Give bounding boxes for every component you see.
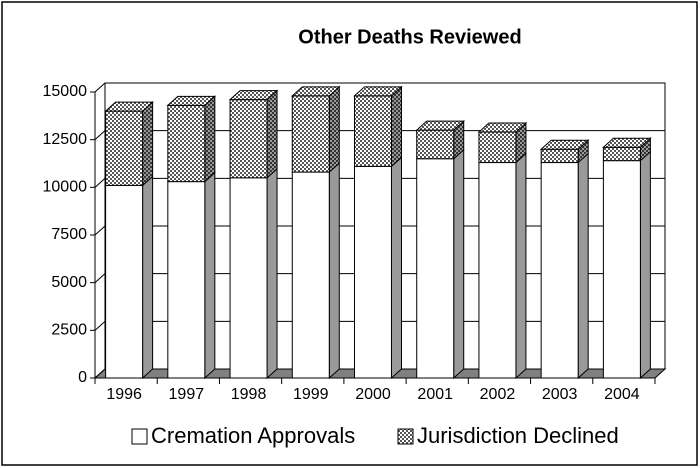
bar	[167, 181, 206, 379]
legend-swatch	[131, 428, 148, 445]
bar-side	[266, 89, 278, 179]
bar	[229, 99, 268, 179]
bar-side	[453, 148, 465, 380]
bar	[416, 158, 455, 379]
bar-top	[602, 137, 652, 148]
x-tick-label: 2003	[542, 386, 578, 403]
legend-swatch	[397, 428, 414, 445]
y-tick-label: 15000	[43, 83, 88, 100]
y-tick-label: 5000	[51, 274, 87, 291]
bar-side	[204, 95, 216, 183]
x-tick-label: 1997	[169, 386, 205, 403]
x-tick-label: 2002	[480, 386, 516, 403]
bar-side	[515, 152, 527, 380]
bar	[478, 162, 517, 379]
bar	[105, 110, 144, 186]
bar	[167, 104, 206, 183]
y-tick-label: 0	[78, 369, 87, 386]
x-tick-label: 2000	[355, 386, 391, 403]
bar	[354, 165, 392, 379]
bar	[291, 95, 330, 173]
bar	[478, 131, 517, 164]
bar	[540, 162, 579, 379]
bar	[602, 160, 641, 379]
grid-line	[94, 177, 665, 188]
bar-top	[539, 139, 590, 150]
bar-top	[415, 120, 466, 131]
y-tick-label: 12500	[43, 131, 88, 148]
legend-label: Cremation Approvals	[151, 423, 355, 448]
bar-side	[391, 85, 402, 168]
bar-top	[353, 86, 403, 97]
bar	[354, 95, 392, 167]
bar-side	[328, 161, 340, 380]
y-tick-label: 7500	[51, 226, 87, 243]
grid-line	[94, 320, 665, 331]
bar-top	[477, 122, 528, 133]
bar-side	[142, 175, 154, 380]
bar	[105, 184, 144, 379]
y-tick-label: 2500	[51, 322, 87, 339]
grid-line	[94, 82, 665, 93]
bar	[540, 148, 579, 164]
bar-side	[204, 171, 216, 380]
bar	[602, 146, 641, 162]
bar-top	[228, 90, 279, 101]
grid-line	[94, 130, 665, 141]
legend-label: Jurisdiction Declined	[417, 423, 619, 448]
x-tick-label: 1996	[106, 386, 142, 403]
bar-side	[266, 167, 278, 380]
grid-line	[94, 368, 665, 379]
x-tick-label: 2001	[417, 386, 453, 403]
x-tick-label: 1998	[231, 386, 267, 403]
bar-top	[104, 101, 154, 112]
bar-side	[577, 152, 589, 380]
bar	[229, 177, 268, 379]
bar	[416, 129, 455, 160]
bar-side	[142, 100, 154, 187]
bar-side	[328, 85, 340, 174]
x-tick-label: 2004	[604, 386, 640, 403]
bar-side	[391, 156, 402, 380]
bar-top	[290, 86, 341, 97]
grid-line	[94, 225, 665, 236]
y-tick-label: 10000	[43, 179, 88, 196]
bar-top	[166, 95, 217, 106]
grid-line	[94, 273, 665, 284]
x-tick-label: 1999	[293, 386, 329, 403]
chart-title: Other Deaths Reviewed	[298, 26, 521, 48]
bar-side	[639, 150, 651, 380]
bar	[291, 171, 330, 379]
